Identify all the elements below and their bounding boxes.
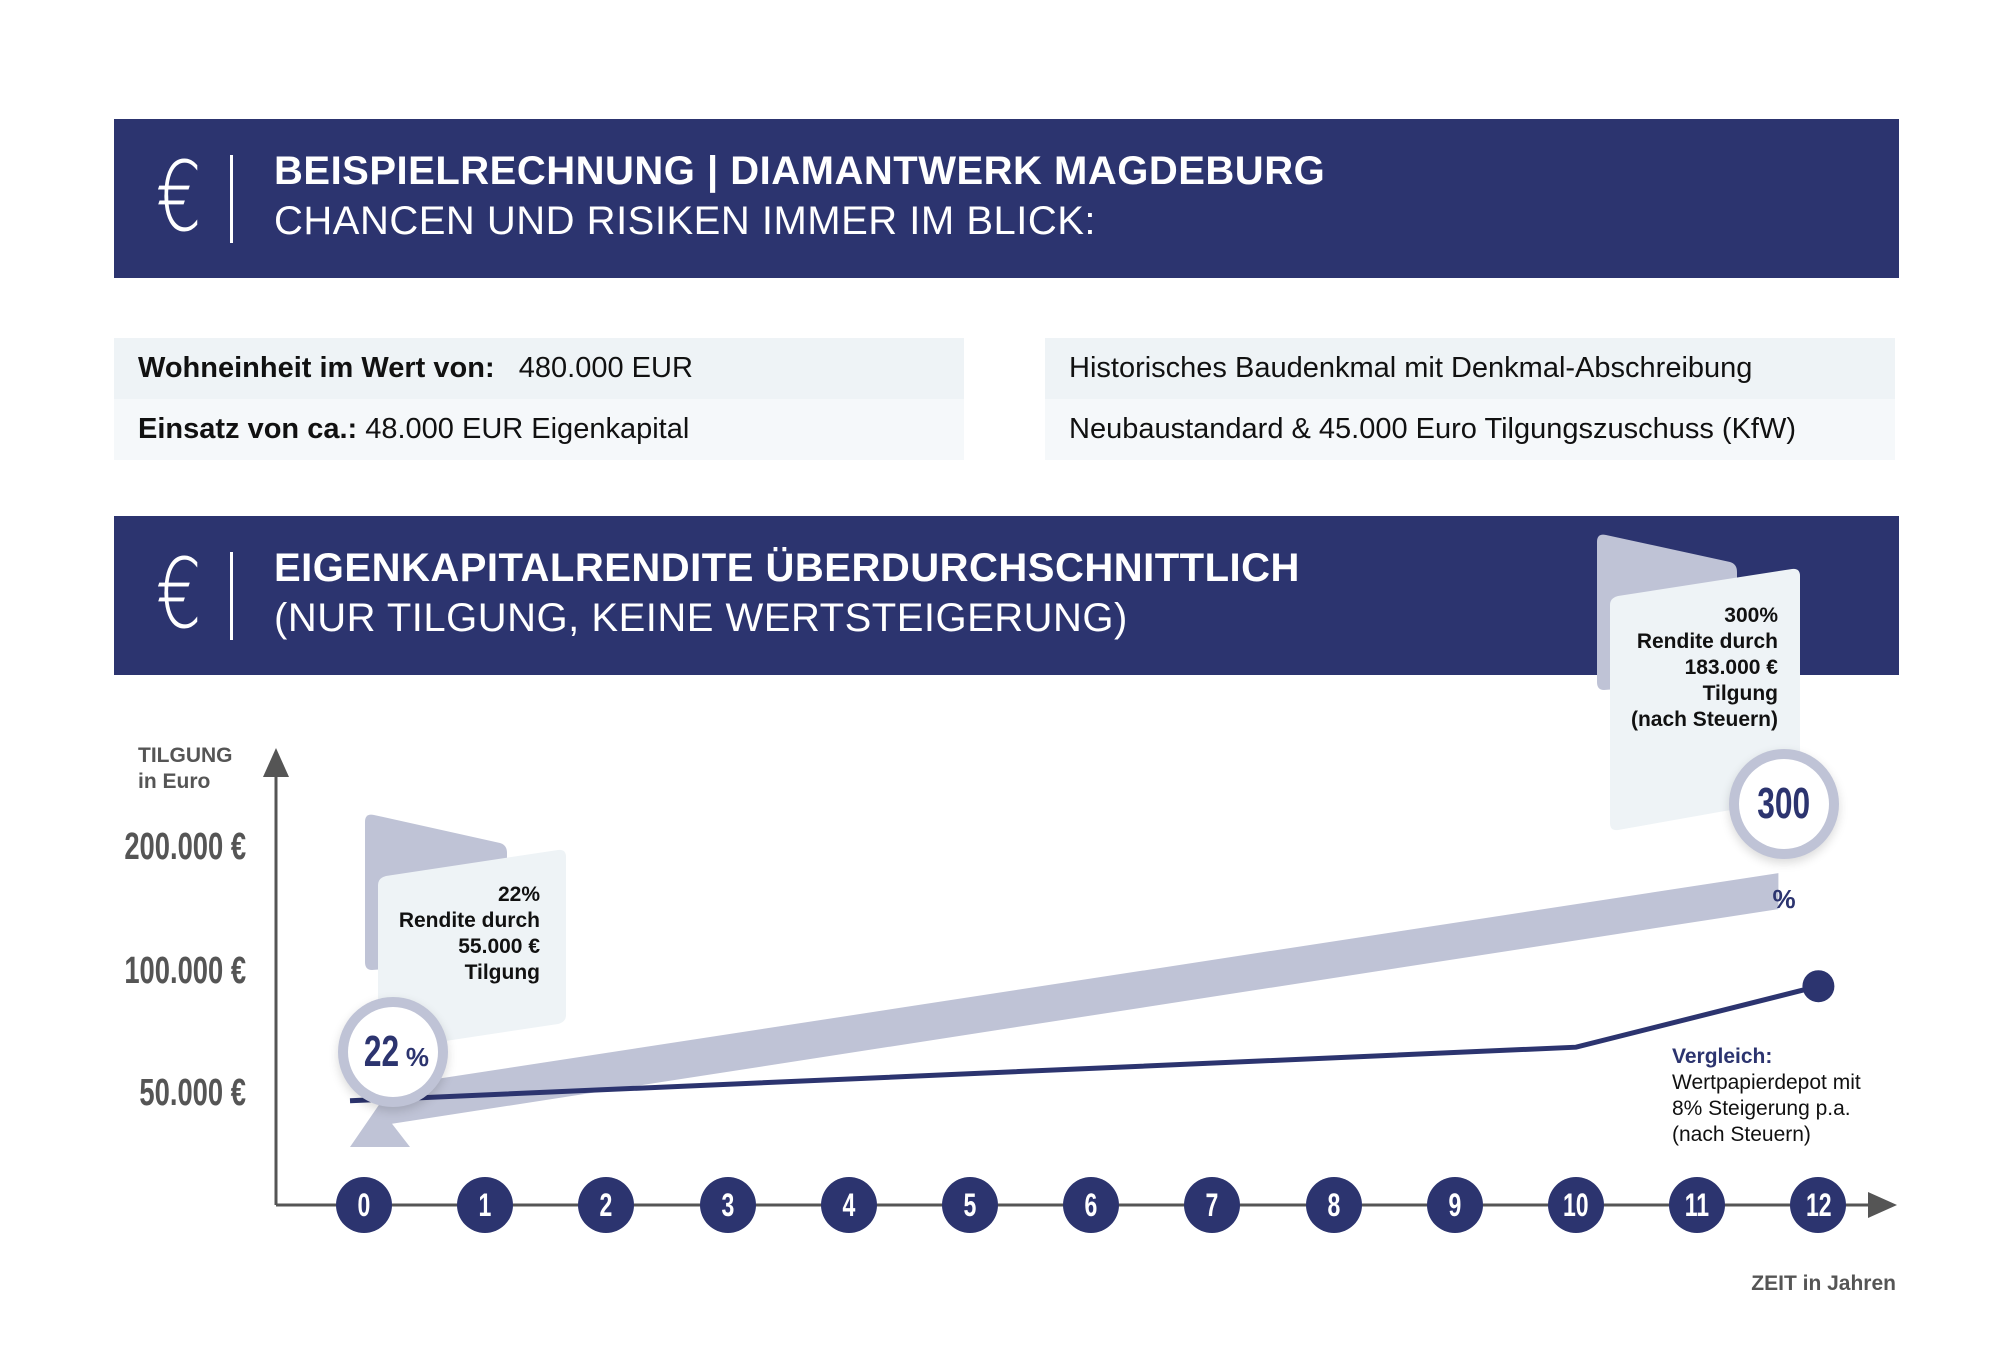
info-left: Wohneinheit im Wert von: 480.000 EUR Ein…: [114, 338, 964, 460]
x-tick-year: 6: [1063, 1177, 1120, 1233]
header-subtitle: CHANCEN UND RISIKEN IMMER IM BLICK:: [274, 199, 1097, 243]
x-tick-year: 4: [820, 1177, 877, 1233]
y-tick-label: 200.000 €: [124, 826, 246, 868]
value-amount: 480.000 EUR: [518, 352, 693, 384]
x-tick-year: 9: [1426, 1177, 1483, 1233]
callout-end-text: 300% Rendite durch 183.000 € Tilgung (nach S…: [1630, 604, 1778, 731]
info-monument: Historisches Baudenkmal mit Denkmal-Absc…: [1045, 338, 1895, 399]
series-tilgung-band: [350, 873, 1779, 1147]
divider: [230, 552, 233, 640]
x-axis-arrow: [1868, 1192, 1897, 1218]
equity-label: Einsatz von ca.:: [138, 413, 358, 445]
equity-amount: 48.000 EUR Eigenkapital: [365, 413, 690, 445]
info-kfw: Neubaustandard & 45.000 Euro Tilgungszus…: [1045, 399, 1895, 460]
x-tick-year: 1: [457, 1177, 514, 1233]
x-tick-year: 12: [1790, 1177, 1847, 1233]
euro-icon: €: [156, 141, 202, 253]
callout-start-text: 22% Rendite durch 55.000 € Tilgung: [398, 883, 540, 984]
x-axis-title: ZEIT in Jahren: [1751, 1272, 1896, 1295]
y-tick-label: 50.000 €: [139, 1072, 246, 1114]
series-wertpapierdepot-endpoint: [1802, 970, 1835, 1003]
x-tick-year: 10: [1548, 1177, 1604, 1233]
x-tick-year: 11: [1669, 1177, 1726, 1233]
divider: [230, 155, 233, 243]
bubble-start: 22%: [338, 997, 448, 1107]
header-title: BEISPIELRECHNUNG | DIAMANTWERK MAGDEBURG: [274, 149, 1326, 193]
value-label: Wohneinheit im Wert von:: [138, 352, 495, 384]
euro-icon: €: [156, 538, 202, 650]
y-tick-label: 100.000 €: [124, 950, 246, 992]
y-axis-title: TILGUNG in Euro: [138, 744, 233, 793]
comparison-note: Vergleich: Wertpapierdepot mit 8% Steiger…: [1672, 1045, 1861, 1146]
series-wertpapierdepot-line: [349, 983, 1820, 1104]
x-tick-year: 5: [942, 1177, 998, 1233]
chart-title: EIGENKAPITALRENDITE ÜBERDURCHSCHNITTLICH: [274, 546, 1300, 590]
bubble-end: 300%: [1729, 749, 1839, 914]
x-tick-year: 3: [699, 1177, 756, 1233]
x-tick-year: 0: [336, 1177, 392, 1233]
chart-subtitle: (NUR TILGUNG, KEINE WERTSTEIGERUNG): [274, 596, 1128, 640]
callout-start-card: [378, 849, 566, 1051]
info-right: Historisches Baudenkmal mit Denkmal-Absc…: [1045, 338, 1895, 460]
x-tick-year: 2: [578, 1177, 635, 1233]
header-banner: € BEISPIELRECHNUNG | DIAMANTWERK MAGDEBU…: [114, 119, 1899, 278]
x-tick-year: 8: [1305, 1177, 1362, 1233]
x-tick-year: 7: [1184, 1177, 1241, 1233]
y-axis-arrow: [263, 748, 289, 777]
